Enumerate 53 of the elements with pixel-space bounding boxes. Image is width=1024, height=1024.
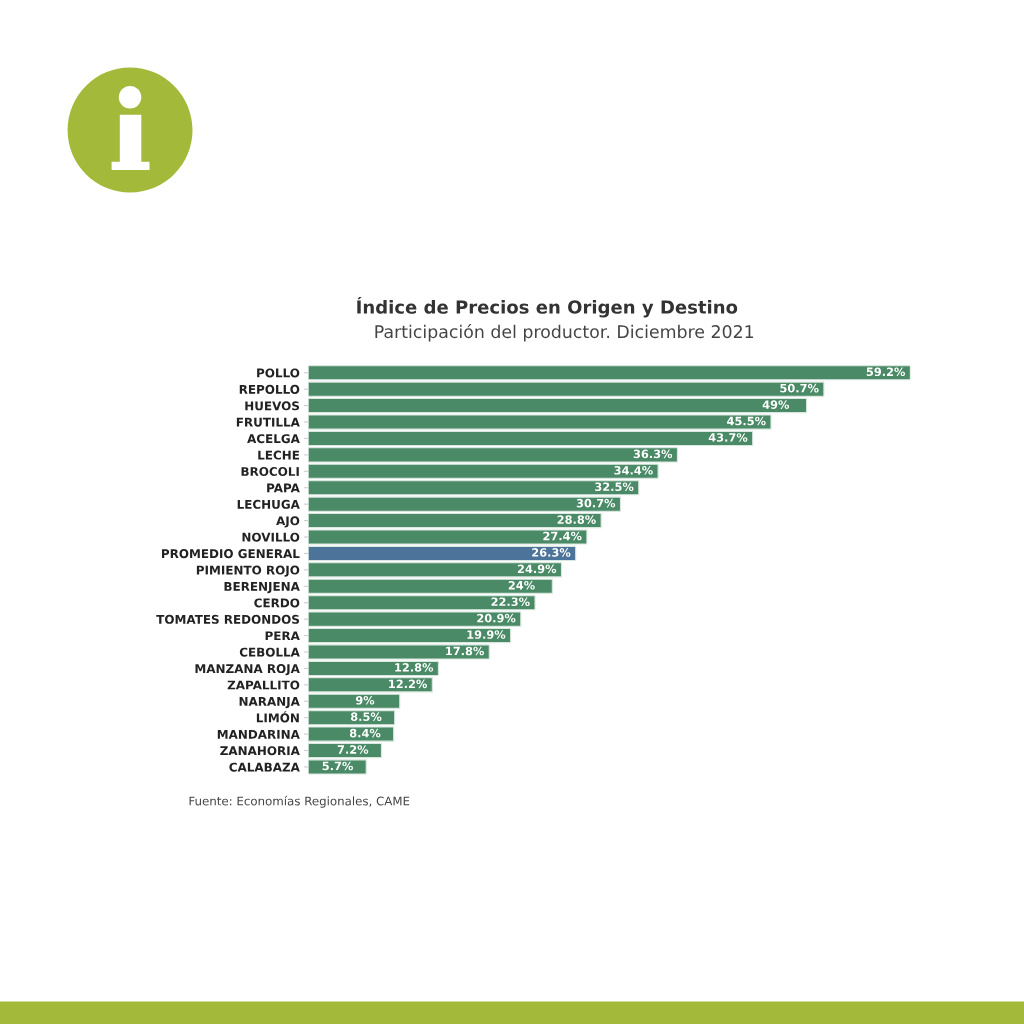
data-label: 26.3% — [532, 548, 571, 557]
data-label: 59.2% — [866, 367, 906, 377]
y-tick-label: PERA — [265, 631, 300, 641]
y-tick-label: FRUTILLA — [236, 417, 300, 427]
data-label: 8.4% — [349, 728, 381, 738]
y-tick-label: PIMIENTO ROJO — [196, 565, 300, 577]
data-label: 43.7% — [708, 433, 748, 442]
data-label: 12.8% — [395, 663, 434, 672]
data-label: 5.7% — [322, 761, 353, 771]
y-tick-label: ZANAHORIA — [220, 746, 300, 756]
y-tick-label: LECHE — [258, 450, 300, 460]
data-label: 28.8% — [557, 515, 596, 524]
data-label: 24% — [508, 580, 535, 590]
y-tick-label: ZAPALLITO — [227, 680, 300, 690]
source-note: Fuente: Economías Regionales, CAME — [189, 795, 410, 808]
data-label: 34.4% — [614, 466, 653, 475]
data-label: 19.9% — [467, 630, 506, 639]
y-tick-label: CERDO — [254, 598, 300, 608]
y-tick-label: PROMEDIO GENERAL — [161, 549, 300, 559]
y-tick-label: PAPA — [267, 483, 300, 493]
y-tick-label: NARANJA — [239, 697, 300, 709]
y-tick-label: MANZANA ROJA — [195, 664, 300, 676]
data-label: 45.5% — [727, 416, 766, 426]
y-tick-label: CEBOLLA — [239, 647, 300, 657]
y-tick-label: LECHUGA — [237, 499, 300, 509]
y-tick-label: NOVILLO — [242, 532, 300, 542]
y-tick-label: POLLO — [257, 368, 300, 378]
data-label: 7.2% — [337, 745, 369, 754]
y-tick-label: TOMATES REDONDOS — [156, 614, 300, 624]
data-label: 20.9% — [477, 613, 516, 623]
data-label: 32.5% — [595, 482, 634, 492]
y-tick-label: AJO — [276, 516, 300, 528]
data-label: 22.3% — [491, 597, 530, 607]
y-tick-label: CALABAZA — [229, 762, 300, 772]
y-tick-label: BROCOLI — [241, 466, 299, 477]
data-label: 9% — [355, 695, 375, 705]
y-tick-label: ACELGA — [247, 434, 300, 444]
y-tick-label: LIMÓN — [256, 711, 299, 723]
data-label: 12.2% — [389, 679, 428, 689]
data-label: 24.9% — [517, 564, 557, 574]
y-tick-label: BERENJENA — [224, 582, 300, 594]
chart-subtitle: Participación del productor. Diciembre 2021 — [375, 324, 754, 342]
y-tick-label: HUEVOS — [245, 401, 300, 411]
data-label: 17.8% — [446, 646, 484, 656]
y-tick-label: MANDARINA — [217, 729, 300, 739]
chart-title: Índice de Precios en Origen y Destino — [357, 296, 738, 318]
data-label: 50.7% — [780, 383, 819, 393]
data-label: 8.5% — [350, 712, 382, 721]
y-tick-label: REPOLLO — [239, 384, 300, 394]
data-label: 30.7% — [576, 498, 616, 508]
data-label: 36.3% — [633, 449, 673, 459]
data-label: 49% — [762, 400, 790, 409]
data-label: 27.4% — [543, 531, 582, 541]
